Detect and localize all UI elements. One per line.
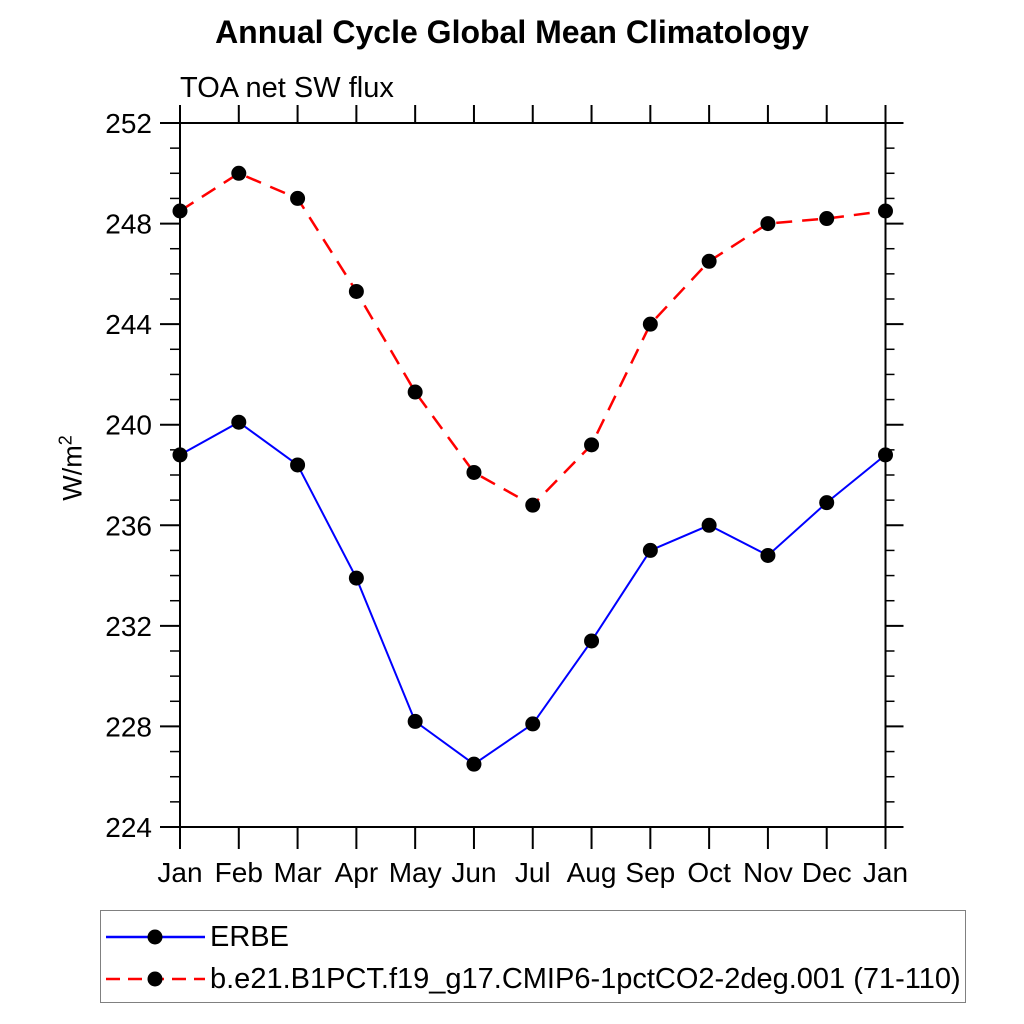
data-point-marker — [348, 570, 364, 586]
x-tick-label: May — [389, 857, 442, 888]
axis-ticks — [160, 105, 904, 849]
legend-box: ERBE b.e21.B1PCT.f19_g17.CMIP6-1pctCO2-2… — [100, 910, 966, 1003]
x-tick-label: Aug — [567, 857, 617, 888]
x-tick-label: Dec — [802, 857, 852, 888]
series-line-0 — [179, 421, 887, 766]
x-tick-label: Jan — [157, 857, 202, 888]
data-point-marker — [701, 253, 717, 269]
y-tick-label: 252 — [105, 108, 152, 139]
data-point-marker — [584, 437, 600, 453]
data-point-marker — [172, 203, 188, 219]
data-point-marker — [348, 283, 364, 299]
x-tick-label: Jan — [863, 857, 908, 888]
data-point-marker — [290, 190, 306, 206]
plot-border — [179, 122, 887, 828]
legend-label-erbe: ERBE — [210, 920, 289, 953]
data-point-marker — [231, 165, 247, 181]
data-point-marker — [642, 542, 658, 558]
data-point-marker — [642, 316, 658, 332]
data-point-marker — [525, 716, 541, 732]
series-markers-1 — [172, 165, 893, 513]
data-point-marker — [525, 497, 541, 513]
x-tick-label: Jul — [515, 857, 551, 888]
legend-line-sample-erbe-icon — [106, 929, 205, 945]
y-tick-label: 236 — [105, 510, 152, 541]
data-point-marker — [701, 517, 717, 533]
x-tick-label: Oct — [687, 857, 731, 888]
legend-entry-erbe: ERBE — [104, 919, 289, 955]
data-point-marker — [172, 447, 188, 463]
y-tick-label: 244 — [105, 309, 152, 340]
data-point-marker — [466, 756, 482, 772]
x-tick-label: Jun — [451, 857, 496, 888]
chart-title: Annual Cycle Global Mean Climatology — [215, 14, 809, 50]
x-tick-label: Mar — [273, 857, 321, 888]
y-tick-label: 248 — [105, 209, 152, 240]
axis-tick-labels: 224 228 232 236 240 244 248 252 Jan Feb Mar Apr May J… — [105, 108, 908, 888]
data-point-marker — [760, 216, 776, 232]
data-point-marker — [878, 203, 893, 219]
legend-label-model: b.e21.B1PCT.f19_g17.CMIP6-1pctCO2-2deg.0… — [210, 962, 961, 995]
legend-line-sample-model-icon — [106, 971, 205, 987]
data-point-marker — [819, 495, 835, 511]
x-tick-label: Sep — [625, 857, 675, 888]
series-markers-0 — [172, 414, 893, 772]
y-tick-label: 224 — [105, 812, 152, 843]
y-tick-label: 240 — [105, 410, 152, 441]
data-point-marker — [819, 211, 835, 227]
y-tick-label: 228 — [105, 711, 152, 742]
x-tick-label: Nov — [743, 857, 793, 888]
data-point-marker — [584, 633, 600, 649]
chart-subtitle: TOA net SW flux — [180, 72, 394, 104]
data-point-marker — [290, 457, 306, 473]
x-tick-label: Apr — [335, 857, 379, 888]
data-point-marker — [407, 384, 423, 400]
data-point-marker — [878, 447, 893, 463]
data-point-marker — [231, 414, 247, 430]
y-tick-label: 232 — [105, 611, 152, 642]
data-point-marker — [760, 547, 776, 563]
data-point-marker — [466, 464, 482, 480]
data-point-marker — [407, 713, 423, 729]
x-tick-label: Feb — [215, 857, 263, 888]
legend-entry-model: b.e21.B1PCT.f19_g17.CMIP6-1pctCO2-2deg.0… — [104, 961, 961, 997]
